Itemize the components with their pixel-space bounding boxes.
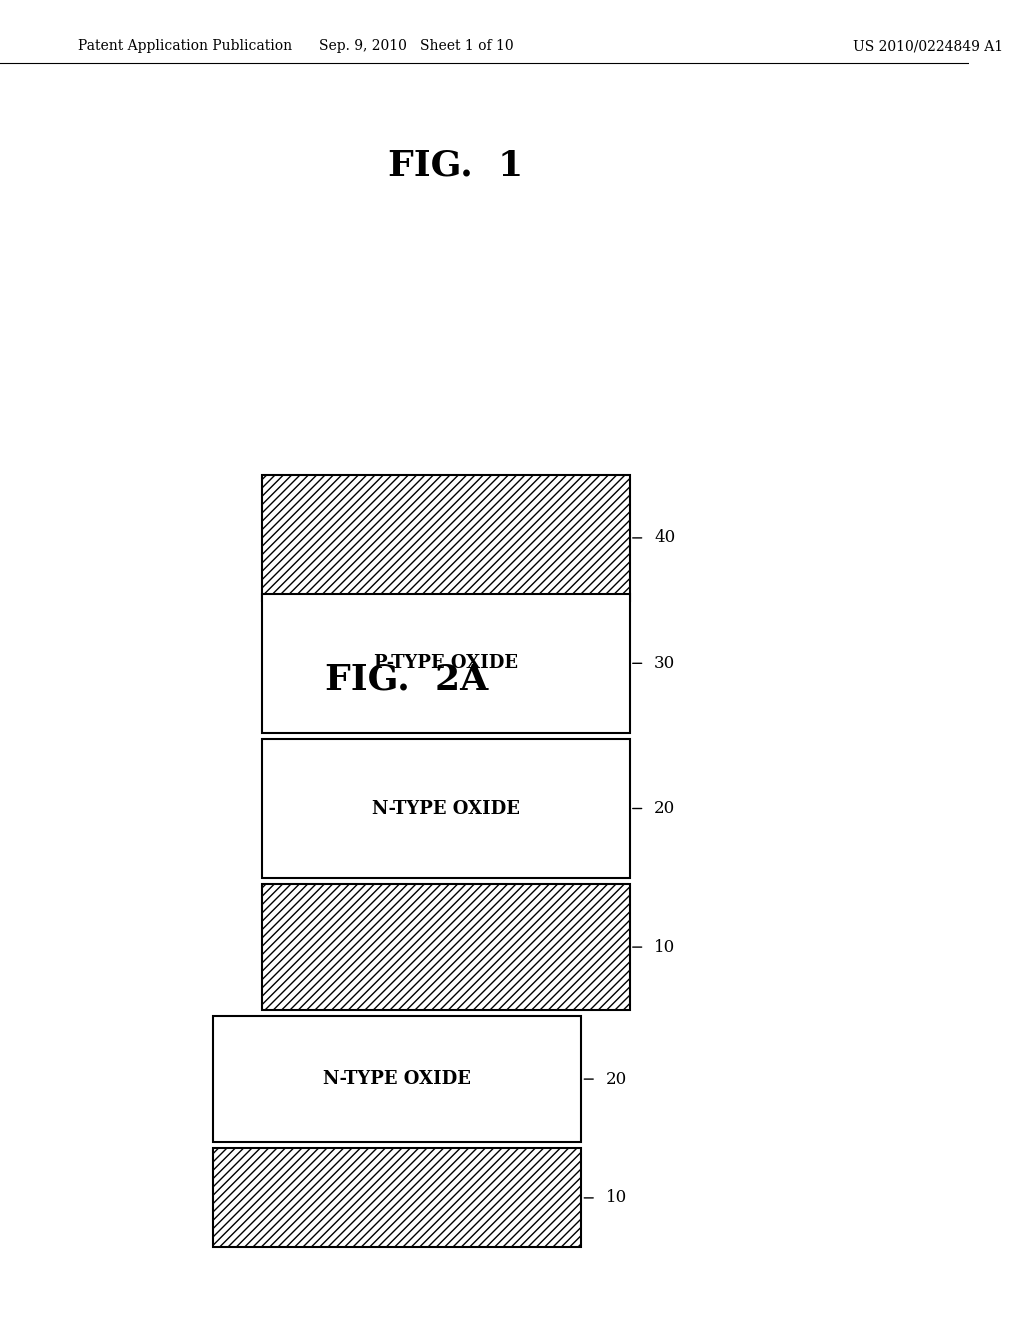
Bar xyxy=(262,475,630,601)
Text: Sep. 9, 2010   Sheet 1 of 10: Sep. 9, 2010 Sheet 1 of 10 xyxy=(319,40,514,53)
Text: 40: 40 xyxy=(654,529,676,546)
Bar xyxy=(262,739,630,878)
Text: P-TYPE OXIDE: P-TYPE OXIDE xyxy=(374,655,518,672)
Text: 10: 10 xyxy=(654,939,676,956)
Text: FIG.  1: FIG. 1 xyxy=(388,148,523,182)
Bar xyxy=(262,884,630,1010)
Bar xyxy=(213,1016,582,1142)
Text: FIG.  2A: FIG. 2A xyxy=(326,663,488,697)
Text: N-TYPE OXIDE: N-TYPE OXIDE xyxy=(324,1071,471,1088)
Text: N-TYPE OXIDE: N-TYPE OXIDE xyxy=(372,800,520,817)
Text: 20: 20 xyxy=(654,800,676,817)
Bar xyxy=(213,1148,582,1247)
Text: US 2010/0224849 A1: US 2010/0224849 A1 xyxy=(853,40,1002,53)
Text: Patent Application Publication: Patent Application Publication xyxy=(78,40,292,53)
Text: 20: 20 xyxy=(605,1071,627,1088)
Text: 30: 30 xyxy=(654,655,676,672)
Text: 10: 10 xyxy=(605,1189,627,1206)
Bar xyxy=(262,594,630,733)
